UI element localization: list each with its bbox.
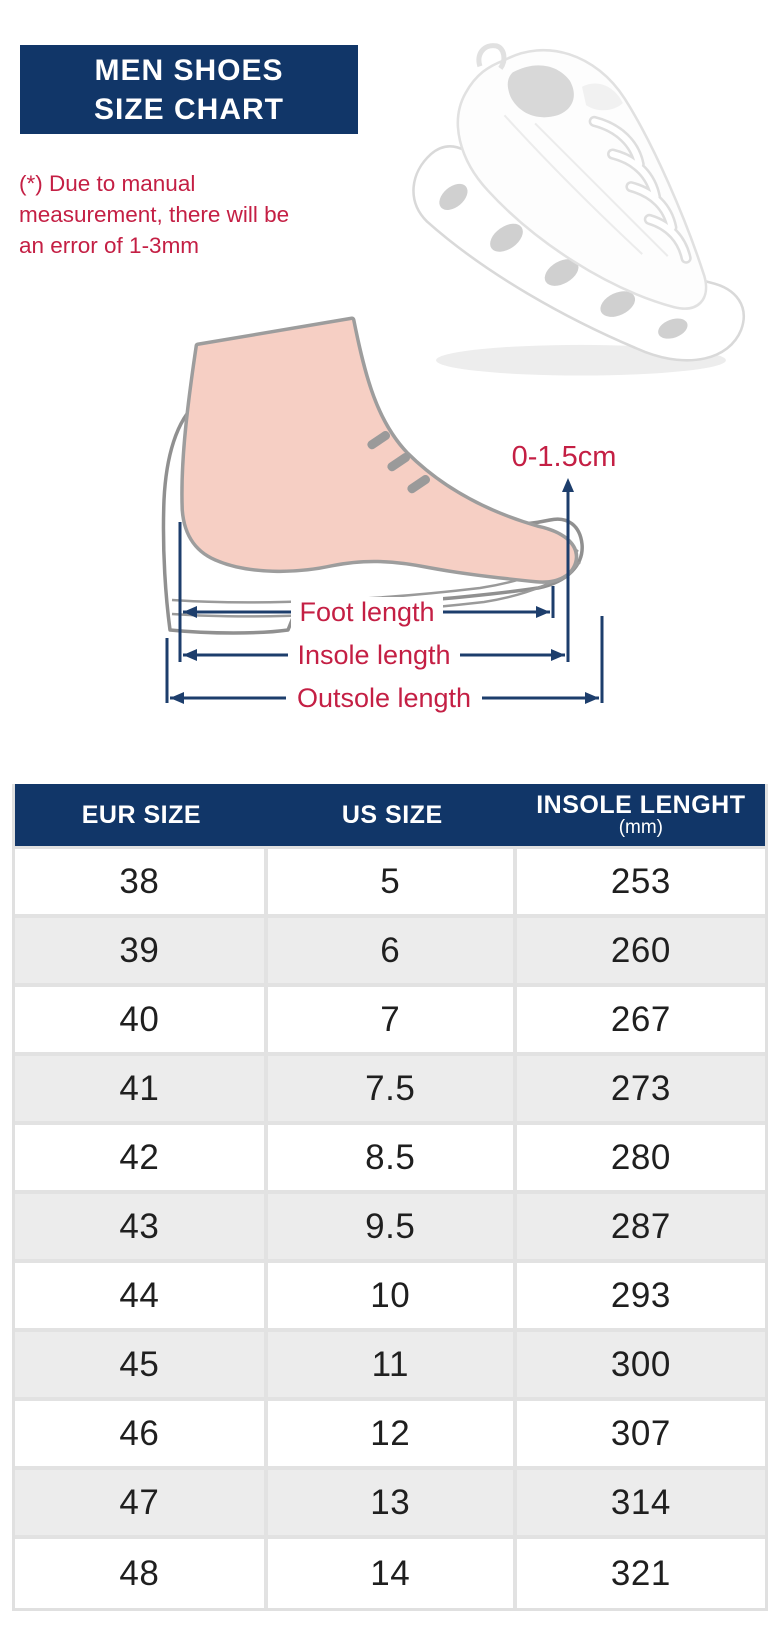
- table-cell: 46: [15, 1401, 268, 1466]
- size-table-body: 38 5 253 39 6 260 40 7 267 41 7.5 273 42 8.5 280 43 9.5 2…: [15, 849, 765, 1608]
- sneaker-heel-tab: [476, 43, 507, 70]
- sneaker-tongue: [582, 83, 623, 111]
- table-cell: 287: [610, 1206, 671, 1246]
- table-cell: 48: [15, 1539, 268, 1608]
- table-cell: 7.5: [268, 1056, 517, 1121]
- sneaker-seam: [534, 122, 669, 257]
- note-line: an error of 1-3mm: [19, 233, 200, 258]
- table-cell: 44: [15, 1263, 268, 1328]
- toe-gap-label: 0-1.5cm: [512, 441, 617, 473]
- sneaker-illustration: [412, 43, 745, 376]
- table-cell: 38: [15, 849, 268, 914]
- table-cell: 47: [15, 1470, 268, 1535]
- table-row: 48 14 321: [15, 1539, 765, 1608]
- table-header-row: EUR SIZE US SIZE INSOLE LENGHT (mm): [15, 784, 765, 849]
- foot-length-label: Foot length: [299, 597, 434, 627]
- lace-hooks: [367, 430, 431, 494]
- table-cell: 8.5: [268, 1125, 517, 1190]
- page-title-line1: MEN SHOES: [94, 53, 284, 87]
- measurement-diagram: 0-1.5cm Foot length Insole length Outsol…: [140, 300, 620, 748]
- table-row: 44 10 293: [15, 1263, 765, 1332]
- table-cell: 6: [268, 918, 517, 983]
- note-line: (*) Due to manual: [19, 171, 196, 196]
- table-row: 40 7 267: [15, 987, 765, 1056]
- table-cell: 273: [610, 1068, 671, 1108]
- outsole-length-label: Outsole length: [297, 683, 471, 713]
- column-header-us-size: US SIZE: [341, 801, 443, 829]
- table-cell: 10: [268, 1263, 517, 1328]
- note-line: measurement, there will be: [19, 202, 290, 227]
- table-cell: 267: [610, 999, 671, 1039]
- table-cell: 9.5: [268, 1194, 517, 1259]
- sneaker-collar: [507, 65, 574, 118]
- table-row: 41 7.5 273: [15, 1056, 765, 1125]
- column-header-eur-size: EUR SIZE: [81, 801, 202, 829]
- table-row: 45 11 300: [15, 1332, 765, 1401]
- measurement-note: (*) Due to manual measurement, there wil…: [19, 168, 449, 261]
- table-cell: 13: [268, 1470, 517, 1535]
- table-row: 39 6 260: [15, 918, 765, 987]
- diagram-svg: 0-1.5cm Foot length Insole length Outsol…: [161, 316, 616, 713]
- table-cell: 260: [610, 930, 671, 970]
- table-cell: 40: [15, 987, 268, 1052]
- table-cell: 41: [15, 1056, 268, 1121]
- table-cell: 253: [610, 861, 671, 901]
- foot-shape: [180, 316, 579, 584]
- table-cell: 321: [610, 1553, 671, 1593]
- sneaker-laces: [588, 115, 692, 264]
- table-cell: 43: [15, 1194, 268, 1259]
- measurement-labels: 0-1.5cm Foot length Insole length Outsol…: [286, 441, 616, 713]
- sneaker-photo: [382, 0, 780, 400]
- insole-length-label: Insole length: [297, 640, 450, 670]
- table-cell: 5: [268, 849, 517, 914]
- table-cell: 307: [610, 1413, 671, 1453]
- sneaker-seam: [503, 114, 643, 255]
- table-row: 42 8.5 280: [15, 1125, 765, 1194]
- table-cell: 11: [268, 1332, 517, 1397]
- column-header-unit: (mm): [618, 817, 664, 838]
- size-chart-table: EUR SIZE US SIZE INSOLE LENGHT (mm) 38 5 2…: [12, 784, 768, 1611]
- table-row: 47 13 314: [15, 1470, 765, 1539]
- table-cell: 12: [268, 1401, 517, 1466]
- column-header-insole-length: INSOLE LENGHT (mm): [536, 791, 746, 838]
- table-cell: 39: [15, 918, 268, 983]
- sole-cutout-holes: [439, 183, 688, 339]
- table-cell: 45: [15, 1332, 268, 1397]
- table-cell: 293: [610, 1275, 671, 1315]
- table-cell: 300: [610, 1344, 671, 1384]
- arrowheads: [170, 478, 599, 704]
- table-row: 46 12 307: [15, 1401, 765, 1470]
- page-title-line2: SIZE CHART: [94, 92, 284, 126]
- table-cell: 7: [268, 987, 517, 1052]
- sneaker-upper: [456, 48, 708, 310]
- title-banner: MEN SHOES SIZE CHART: [20, 45, 358, 134]
- table-cell: 42: [15, 1125, 268, 1190]
- table-cell: 280: [610, 1137, 671, 1177]
- table-cell: 314: [610, 1482, 671, 1522]
- table-cell: 14: [268, 1539, 517, 1608]
- table-row: 38 5 253: [15, 849, 765, 918]
- table-row: 43 9.5 287: [15, 1194, 765, 1263]
